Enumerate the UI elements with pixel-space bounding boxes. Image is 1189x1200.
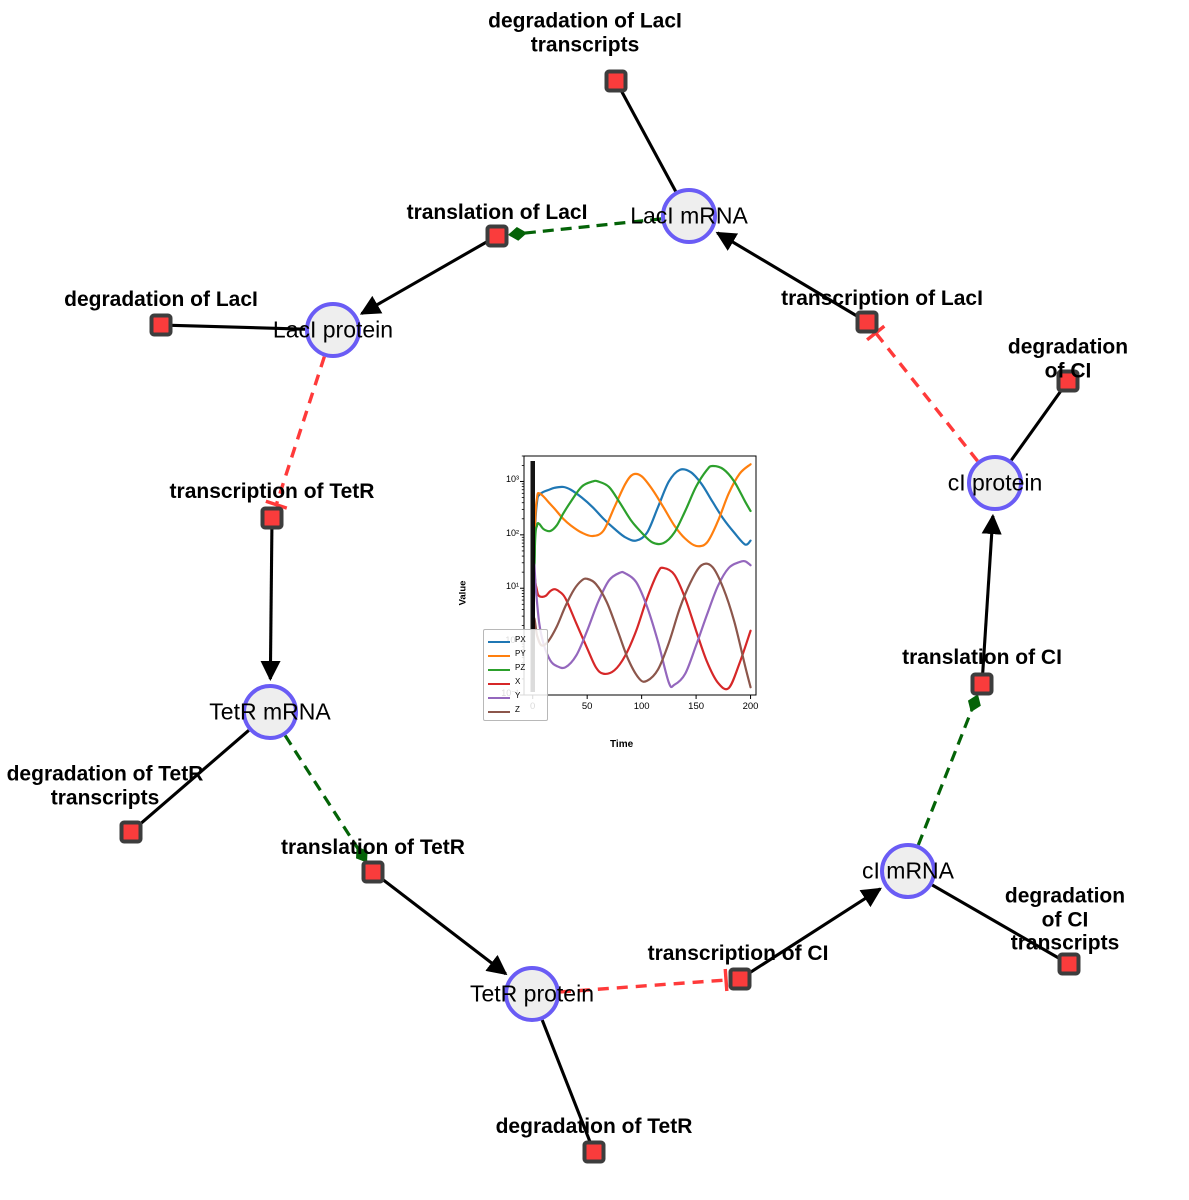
edge-reaction-transcription_laci-to-laci_mrna xyxy=(715,231,860,319)
timecourse-plot-inset: Value Time 10⁻¹10⁰10¹10²10³ 050100150200… xyxy=(458,443,770,761)
species-node-ci_protein[interactable] xyxy=(967,455,1023,511)
reaction-node-transcription_tetr[interactable] xyxy=(260,506,284,530)
edge-reaction-degradation_laci-to-laci_protein xyxy=(170,323,306,331)
plot-line-PX xyxy=(531,468,752,671)
legend-swatch-X xyxy=(488,683,510,685)
y-tick-label: 10¹ xyxy=(505,581,519,592)
plot-line-PY xyxy=(531,463,752,671)
reaction-node-translation_laci[interactable] xyxy=(485,224,509,248)
reaction-node-degradation_tetr[interactable] xyxy=(582,1140,606,1164)
legend-swatch-Y xyxy=(488,697,510,699)
species-node-ci_mrna[interactable] xyxy=(880,843,936,899)
legend-row-Z: Z xyxy=(488,705,548,718)
edge-catalysis-tetr_mrna-to-translation_tetr xyxy=(283,734,368,863)
reaction-node-degradation_ci[interactable] xyxy=(1056,369,1080,393)
legend-row-Y: Y xyxy=(488,691,548,704)
reaction-node-transcription_laci[interactable] xyxy=(855,310,879,334)
reaction-node-degradation_tetr_transcripts[interactable] xyxy=(119,820,143,844)
y-tick-label: 10³ xyxy=(505,474,519,485)
legend-label-X: X xyxy=(515,677,521,686)
edge-inhibition-ci_protein-to-transcription_laci xyxy=(874,331,979,463)
reaction-node-translation_tetr[interactable] xyxy=(361,860,385,884)
edges-layer xyxy=(137,89,1064,1144)
nodes-layer xyxy=(119,69,1081,1164)
plot-y-axis-label: Value xyxy=(457,580,469,606)
species-node-tetr_protein[interactable] xyxy=(504,966,560,1022)
legend-label-PX: PX xyxy=(515,635,526,644)
species-node-tetr_mrna[interactable] xyxy=(242,684,298,740)
legend-row-X: X xyxy=(488,677,548,690)
edge-reaction-translation_ci-to-ci_protein xyxy=(981,513,1002,675)
y-tick-label: 10² xyxy=(505,527,519,538)
legend-row-PZ: PZ xyxy=(488,663,548,676)
x-tick-label: 100 xyxy=(633,701,650,712)
reaction-node-degradation_laci_transcripts[interactable] xyxy=(604,69,628,93)
edge-reaction-ci_mrna-to-degradation_ci_transcripts xyxy=(931,883,1062,961)
edge-reaction-degradation_ci-to-ci_protein xyxy=(1010,388,1064,462)
legend-swatch-Z xyxy=(488,711,510,713)
edge-reaction-transcription_tetr-to-tetr_mrna xyxy=(260,527,281,682)
edge-catalysis-laci_mrna-to-translation_laci xyxy=(508,217,662,241)
edge-reaction-transcription_ci-to-ci_mrna xyxy=(747,887,882,975)
reaction-node-degradation_ci_transcripts[interactable] xyxy=(1057,952,1081,976)
legend-label-Y: Y xyxy=(515,691,521,700)
legend-swatch-PX xyxy=(488,641,510,643)
plot-x-axis-label: Time xyxy=(610,739,634,750)
plot-axes-frame xyxy=(523,455,757,696)
plot-legend: PX PY PZ X Y Z xyxy=(483,629,548,721)
reaction-node-translation_ci[interactable] xyxy=(970,672,994,696)
x-tick-label: 150 xyxy=(688,701,705,712)
initial-transient-bar xyxy=(530,461,535,692)
legend-label-PY: PY xyxy=(515,649,526,658)
edge-reaction-translation_laci-to-laci_protein xyxy=(359,239,490,315)
edge-catalysis-ci_mrna-to-translation_ci xyxy=(916,694,981,846)
reaction-node-degradation_laci[interactable] xyxy=(149,313,173,337)
plot-line-X xyxy=(531,566,752,691)
plot-line-Z xyxy=(531,562,752,689)
edge-reaction-translation_tetr-to-tetr_protein xyxy=(379,876,508,976)
legend-label-PZ: PZ xyxy=(515,663,526,672)
legend-swatch-PZ xyxy=(488,669,510,671)
species-node-laci_protein[interactable] xyxy=(305,302,361,358)
plot-line-PZ xyxy=(531,464,752,671)
edge-reaction-tetr_protein-to-degradation_tetr xyxy=(540,1019,592,1144)
legend-swatch-PY xyxy=(488,655,510,657)
legend-row-PX: PX xyxy=(488,635,548,648)
reaction-node-transcription_ci[interactable] xyxy=(728,967,752,991)
x-tick-label: 50 xyxy=(581,701,593,712)
edge-reaction-degradation_laci_transcripts-to-laci_mrna xyxy=(619,89,678,193)
plot-svg xyxy=(520,455,757,699)
legend-row-PY: PY xyxy=(488,649,548,662)
legend-label-Z: Z xyxy=(515,705,520,714)
edge-inhibition-laci_protein-to-transcription_tetr xyxy=(274,356,326,506)
inhibition-tbar-transcription_tetr xyxy=(265,499,288,510)
species-node-laci_mrna[interactable] xyxy=(661,188,717,244)
inhibition-tbar-transcription_ci xyxy=(723,968,729,992)
x-tick-label: 200 xyxy=(742,701,759,712)
edge-reaction-tetr_mrna-to-degradation_tetr_transcripts xyxy=(137,729,250,827)
edge-inhibition-tetr_protein-to-transcription_ci xyxy=(559,978,727,994)
